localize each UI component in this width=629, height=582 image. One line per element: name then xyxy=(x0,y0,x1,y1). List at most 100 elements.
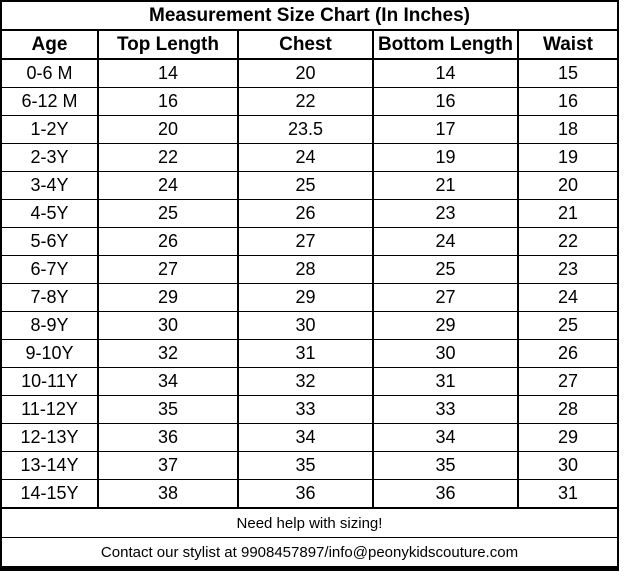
column-header-chest: Chest xyxy=(237,29,374,60)
contact-info: Contact our stylist at 9908457897/info@p… xyxy=(0,537,619,569)
measurement-cell: 36 xyxy=(372,479,519,509)
measurement-cell: 32 xyxy=(237,367,374,396)
measurement-cell: 21 xyxy=(372,171,519,200)
measurement-cell: 36 xyxy=(237,479,374,509)
measurement-cell: 33 xyxy=(237,395,374,424)
measurement-cell: 34 xyxy=(372,423,519,452)
age-cell: 0-6 M xyxy=(0,58,99,88)
measurement-cell: 30 xyxy=(372,339,519,368)
age-cell: 6-12 M xyxy=(0,87,99,116)
table-row: 3-4Y 24 25 21 20 xyxy=(0,171,619,200)
table-row: 8-9Y 30 30 29 25 xyxy=(0,311,619,340)
table-row: 11-12Y 35 33 33 28 xyxy=(0,395,619,424)
measurement-cell: 27 xyxy=(237,227,374,256)
measurement-cell: 14 xyxy=(97,58,239,88)
measurement-cell: 34 xyxy=(97,367,239,396)
measurement-cell: 32 xyxy=(97,339,239,368)
measurement-cell: 33 xyxy=(372,395,519,424)
table-row: 10-11Y 34 32 31 27 xyxy=(0,367,619,396)
measurement-cell: 37 xyxy=(97,451,239,480)
measurement-cell: 16 xyxy=(517,87,619,116)
table-row: 13-14Y 37 35 35 30 xyxy=(0,451,619,480)
measurement-cell: 35 xyxy=(97,395,239,424)
age-cell: 2-3Y xyxy=(0,143,99,172)
measurement-cell: 25 xyxy=(517,311,619,340)
measurement-cell: 25 xyxy=(372,255,519,284)
measurement-cell: 23.5 xyxy=(237,115,374,144)
measurement-cell: 15 xyxy=(517,58,619,88)
measurement-cell: 29 xyxy=(97,283,239,312)
age-cell: 1-2Y xyxy=(0,115,99,144)
table-row: 6-12 M 16 22 16 16 xyxy=(0,87,619,116)
measurement-cell: 14 xyxy=(372,58,519,88)
measurement-cell: 30 xyxy=(517,451,619,480)
measurement-cell: 31 xyxy=(517,479,619,509)
measurement-cell: 26 xyxy=(97,227,239,256)
column-header-age: Age xyxy=(0,29,99,60)
measurement-cell: 20 xyxy=(237,58,374,88)
measurement-cell: 29 xyxy=(237,283,374,312)
age-cell: 10-11Y xyxy=(0,367,99,396)
measurement-cell: 22 xyxy=(237,87,374,116)
table-row: 1-2Y 20 23.5 17 18 xyxy=(0,115,619,144)
table-row: 14-15Y 38 36 36 31 xyxy=(0,479,619,509)
measurement-cell: 27 xyxy=(372,283,519,312)
table-row: 5-6Y 26 27 24 22 xyxy=(0,227,619,256)
measurement-cell: 34 xyxy=(237,423,374,452)
sizing-help-note: Need help with sizing! xyxy=(0,507,619,538)
measurement-cell: 31 xyxy=(372,367,519,396)
table-row: 0-6 M 14 20 14 15 xyxy=(0,58,619,88)
sizing-help-row: Need help with sizing! xyxy=(0,507,619,538)
measurement-cell: 20 xyxy=(97,115,239,144)
age-cell: 11-12Y xyxy=(0,395,99,424)
measurement-cell: 25 xyxy=(97,199,239,228)
measurement-cell: 24 xyxy=(97,171,239,200)
age-cell: 6-7Y xyxy=(0,255,99,284)
measurement-cell: 29 xyxy=(517,423,619,452)
age-cell: 5-6Y xyxy=(0,227,99,256)
measurement-cell: 28 xyxy=(237,255,374,284)
age-cell: 13-14Y xyxy=(0,451,99,480)
measurement-cell: 21 xyxy=(517,199,619,228)
table-row: 2-3Y 22 24 19 19 xyxy=(0,143,619,172)
column-header-waist: Waist xyxy=(517,29,619,60)
measurement-cell: 30 xyxy=(97,311,239,340)
measurement-cell: 22 xyxy=(97,143,239,172)
measurement-cell: 19 xyxy=(372,143,519,172)
table-row: 6-7Y 27 28 25 23 xyxy=(0,255,619,284)
measurement-cell: 29 xyxy=(372,311,519,340)
measurement-cell: 30 xyxy=(237,311,374,340)
age-cell: 9-10Y xyxy=(0,339,99,368)
size-table-body: 0-6 M 14 20 14 15 6-12 M 16 22 16 16 1-2Y 20 23.5 17 1… xyxy=(0,58,619,509)
measurement-cell: 35 xyxy=(237,451,374,480)
age-cell: 12-13Y xyxy=(0,423,99,452)
measurement-cell: 20 xyxy=(517,171,619,200)
measurement-cell: 38 xyxy=(97,479,239,509)
measurement-cell: 23 xyxy=(372,199,519,228)
age-cell: 7-8Y xyxy=(0,283,99,312)
measurement-cell: 27 xyxy=(97,255,239,284)
measurement-cell: 16 xyxy=(97,87,239,116)
chart-title-row: Measurement Size Chart (In Inches) xyxy=(0,0,619,31)
table-row: 4-5Y 25 26 23 21 xyxy=(0,199,619,228)
measurement-cell: 16 xyxy=(372,87,519,116)
age-cell: 3-4Y xyxy=(0,171,99,200)
column-header-bottom-length: Bottom Length xyxy=(372,29,519,60)
column-header-top-length: Top Length xyxy=(97,29,239,60)
measurement-cell: 27 xyxy=(517,367,619,396)
measurement-cell: 36 xyxy=(97,423,239,452)
measurement-cell: 17 xyxy=(372,115,519,144)
measurement-cell: 24 xyxy=(517,283,619,312)
measurement-cell: 24 xyxy=(237,143,374,172)
table-row: 12-13Y 36 34 34 29 xyxy=(0,423,619,452)
table-row: 9-10Y 32 31 30 26 xyxy=(0,339,619,368)
column-header-row: Age Top Length Chest Bottom Length Waist xyxy=(0,29,619,60)
measurement-cell: 19 xyxy=(517,143,619,172)
measurement-cell: 24 xyxy=(372,227,519,256)
age-cell: 14-15Y xyxy=(0,479,99,509)
measurement-cell: 18 xyxy=(517,115,619,144)
age-cell: 8-9Y xyxy=(0,311,99,340)
measurement-cell: 35 xyxy=(372,451,519,480)
measurement-cell: 28 xyxy=(517,395,619,424)
measurement-cell: 31 xyxy=(237,339,374,368)
